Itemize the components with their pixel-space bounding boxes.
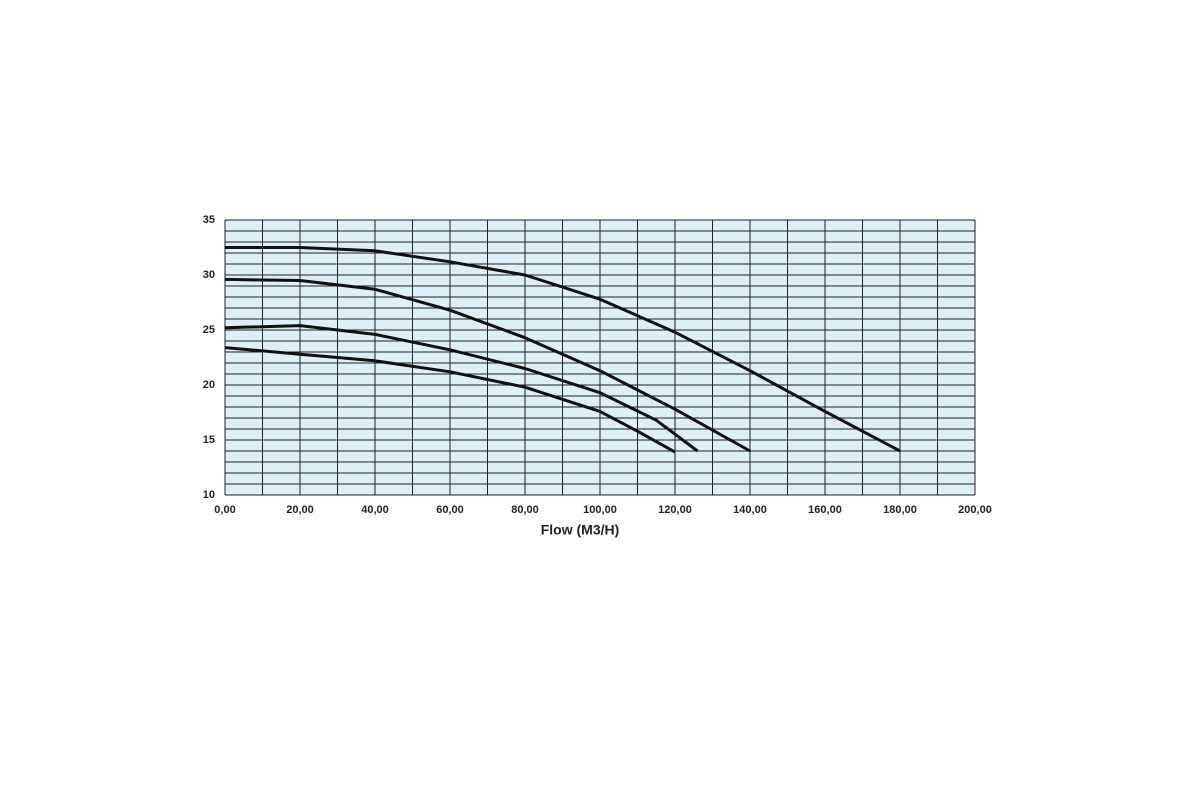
x-tick-label: 200,00 [958,504,992,516]
y-tick-label: 35 [203,214,215,226]
y-tick-label: 30 [203,269,215,281]
x-tick-label: 0,00 [214,504,235,516]
y-tick-label: 10 [203,489,215,501]
x-tick-label: 20,00 [286,504,314,516]
x-axis-label: Flow (M3/H) [541,522,620,538]
x-tick-label: 100,00 [583,504,617,516]
x-tick-label: 40,00 [361,504,389,516]
x-tick-label: 120,00 [658,504,692,516]
x-tick-label: 140,00 [733,504,767,516]
curve [224,277,751,453]
y-tick-label: 20 [203,379,215,391]
curve [224,324,699,453]
x-tick-label: 80,00 [511,504,539,516]
y-tick-label: 15 [203,434,215,446]
curve [224,346,676,454]
x-tick-label: 60,00 [436,504,464,516]
x-tick-label: 160,00 [808,504,842,516]
curve [225,246,901,453]
y-tick-label: 25 [203,324,215,336]
x-tick-label: 180,00 [883,504,917,516]
